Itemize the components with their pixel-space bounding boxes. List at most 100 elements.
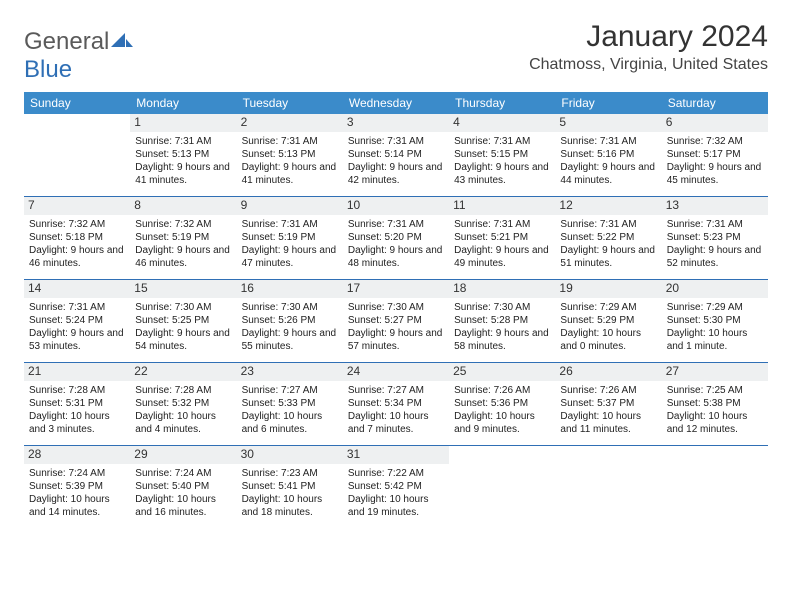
sunrise-text: Sunrise: 7:32 AM: [667, 135, 763, 148]
sunrise-text: Sunrise: 7:31 AM: [29, 301, 125, 314]
daylight-text: Daylight: 10 hours and 18 minutes.: [242, 493, 338, 519]
day-cell: 4Sunrise: 7:31 AMSunset: 5:15 PMDaylight…: [449, 114, 555, 196]
day-number: 15: [130, 280, 236, 298]
sunset-text: Sunset: 5:31 PM: [29, 397, 125, 410]
title-block: January 2024 Chatmoss, Virginia, United …: [529, 20, 768, 74]
day-cell: 3Sunrise: 7:31 AMSunset: 5:14 PMDaylight…: [343, 114, 449, 196]
daylight-text: Daylight: 9 hours and 53 minutes.: [29, 327, 125, 353]
daylight-text: Daylight: 9 hours and 51 minutes.: [560, 244, 656, 270]
sunset-text: Sunset: 5:16 PM: [560, 148, 656, 161]
logo-sail-icon: [111, 33, 133, 49]
day-cell: 27Sunrise: 7:25 AMSunset: 5:38 PMDayligh…: [662, 363, 768, 445]
day-number: [662, 446, 768, 464]
day-cell: 1Sunrise: 7:31 AMSunset: 5:13 PMDaylight…: [130, 114, 236, 196]
day-cell: 2Sunrise: 7:31 AMSunset: 5:13 PMDaylight…: [237, 114, 343, 196]
sunrise-text: Sunrise: 7:23 AM: [242, 467, 338, 480]
sunrise-text: Sunrise: 7:31 AM: [454, 135, 550, 148]
sunset-text: Sunset: 5:28 PM: [454, 314, 550, 327]
logo-blue: Blue: [24, 56, 133, 84]
day-cell: [555, 446, 661, 528]
daylight-text: Daylight: 10 hours and 9 minutes.: [454, 410, 550, 436]
daylight-text: Daylight: 9 hours and 42 minutes.: [348, 161, 444, 187]
sunrise-text: Sunrise: 7:31 AM: [135, 135, 231, 148]
day-cell: 24Sunrise: 7:27 AMSunset: 5:34 PMDayligh…: [343, 363, 449, 445]
sunrise-text: Sunrise: 7:32 AM: [29, 218, 125, 231]
sunset-text: Sunset: 5:41 PM: [242, 480, 338, 493]
daylight-text: Daylight: 9 hours and 44 minutes.: [560, 161, 656, 187]
day-number: 1: [130, 114, 236, 132]
day-header: Thursday: [449, 92, 555, 114]
location: Chatmoss, Virginia, United States: [529, 56, 768, 74]
day-number: 9: [237, 197, 343, 215]
daylight-text: Daylight: 10 hours and 14 minutes.: [29, 493, 125, 519]
daylight-text: Daylight: 10 hours and 7 minutes.: [348, 410, 444, 436]
sunset-text: Sunset: 5:39 PM: [29, 480, 125, 493]
daylight-text: Daylight: 9 hours and 47 minutes.: [242, 244, 338, 270]
day-number: 14: [24, 280, 130, 298]
daylight-text: Daylight: 9 hours and 55 minutes.: [242, 327, 338, 353]
day-cell: 28Sunrise: 7:24 AMSunset: 5:39 PMDayligh…: [24, 446, 130, 528]
sunrise-text: Sunrise: 7:30 AM: [242, 301, 338, 314]
day-number: 6: [662, 114, 768, 132]
day-header: Wednesday: [343, 92, 449, 114]
day-number: 7: [24, 197, 130, 215]
month-title: January 2024: [529, 20, 768, 54]
sunset-text: Sunset: 5:18 PM: [29, 231, 125, 244]
sunset-text: Sunset: 5:20 PM: [348, 231, 444, 244]
daylight-text: Daylight: 10 hours and 0 minutes.: [560, 327, 656, 353]
daylight-text: Daylight: 10 hours and 3 minutes.: [29, 410, 125, 436]
sunset-text: Sunset: 5:42 PM: [348, 480, 444, 493]
sunrise-text: Sunrise: 7:31 AM: [454, 218, 550, 231]
sunset-text: Sunset: 5:17 PM: [667, 148, 763, 161]
sunset-text: Sunset: 5:25 PM: [135, 314, 231, 327]
sunrise-text: Sunrise: 7:29 AM: [667, 301, 763, 314]
daylight-text: Daylight: 10 hours and 1 minute.: [667, 327, 763, 353]
sunset-text: Sunset: 5:27 PM: [348, 314, 444, 327]
sunrise-text: Sunrise: 7:31 AM: [348, 135, 444, 148]
sunset-text: Sunset: 5:37 PM: [560, 397, 656, 410]
day-number: 11: [449, 197, 555, 215]
weeks-container: 1Sunrise: 7:31 AMSunset: 5:13 PMDaylight…: [24, 114, 768, 528]
sunrise-text: Sunrise: 7:31 AM: [667, 218, 763, 231]
day-cell: 13Sunrise: 7:31 AMSunset: 5:23 PMDayligh…: [662, 197, 768, 279]
sunrise-text: Sunrise: 7:30 AM: [454, 301, 550, 314]
logo-general: General: [24, 28, 109, 55]
sunrise-text: Sunrise: 7:28 AM: [135, 384, 231, 397]
daylight-text: Daylight: 10 hours and 12 minutes.: [667, 410, 763, 436]
day-number: 3: [343, 114, 449, 132]
sunrise-text: Sunrise: 7:27 AM: [348, 384, 444, 397]
day-number: 19: [555, 280, 661, 298]
day-number: 8: [130, 197, 236, 215]
daylight-text: Daylight: 10 hours and 6 minutes.: [242, 410, 338, 436]
sunrise-text: Sunrise: 7:24 AM: [135, 467, 231, 480]
daylight-text: Daylight: 9 hours and 46 minutes.: [135, 244, 231, 270]
sunrise-text: Sunrise: 7:22 AM: [348, 467, 444, 480]
day-cell: 19Sunrise: 7:29 AMSunset: 5:29 PMDayligh…: [555, 280, 661, 362]
week-row: 1Sunrise: 7:31 AMSunset: 5:13 PMDaylight…: [24, 114, 768, 197]
day-number: 17: [343, 280, 449, 298]
daylight-text: Daylight: 10 hours and 11 minutes.: [560, 410, 656, 436]
daylight-text: Daylight: 10 hours and 16 minutes.: [135, 493, 231, 519]
sunrise-text: Sunrise: 7:31 AM: [348, 218, 444, 231]
day-cell: 10Sunrise: 7:31 AMSunset: 5:20 PMDayligh…: [343, 197, 449, 279]
sunrise-text: Sunrise: 7:26 AM: [454, 384, 550, 397]
day-cell: 8Sunrise: 7:32 AMSunset: 5:19 PMDaylight…: [130, 197, 236, 279]
day-cell: [662, 446, 768, 528]
daylight-text: Daylight: 9 hours and 41 minutes.: [135, 161, 231, 187]
daylight-text: Daylight: 9 hours and 46 minutes.: [29, 244, 125, 270]
day-cell: 7 Sunrise: 7:32 AMSunset: 5:18 PMDaylight…: [24, 197, 130, 279]
day-cell: 25Sunrise: 7:26 AMSunset: 5:36 PMDayligh…: [449, 363, 555, 445]
day-number: 28: [24, 446, 130, 464]
day-cell: 31Sunrise: 7:22 AMSunset: 5:42 PMDayligh…: [343, 446, 449, 528]
daylight-text: Daylight: 9 hours and 52 minutes.: [667, 244, 763, 270]
sunset-text: Sunset: 5:32 PM: [135, 397, 231, 410]
daylight-text: Daylight: 9 hours and 54 minutes.: [135, 327, 231, 353]
day-number: 26: [555, 363, 661, 381]
sunset-text: Sunset: 5:33 PM: [242, 397, 338, 410]
header: General Blue January 2024 Chatmoss, Virg…: [24, 20, 768, 84]
day-header-row: SundayMondayTuesdayWednesdayThursdayFrid…: [24, 92, 768, 114]
day-number: [555, 446, 661, 464]
day-number: 25: [449, 363, 555, 381]
day-cell: 5Sunrise: 7:31 AMSunset: 5:16 PMDaylight…: [555, 114, 661, 196]
sunset-text: Sunset: 5:40 PM: [135, 480, 231, 493]
